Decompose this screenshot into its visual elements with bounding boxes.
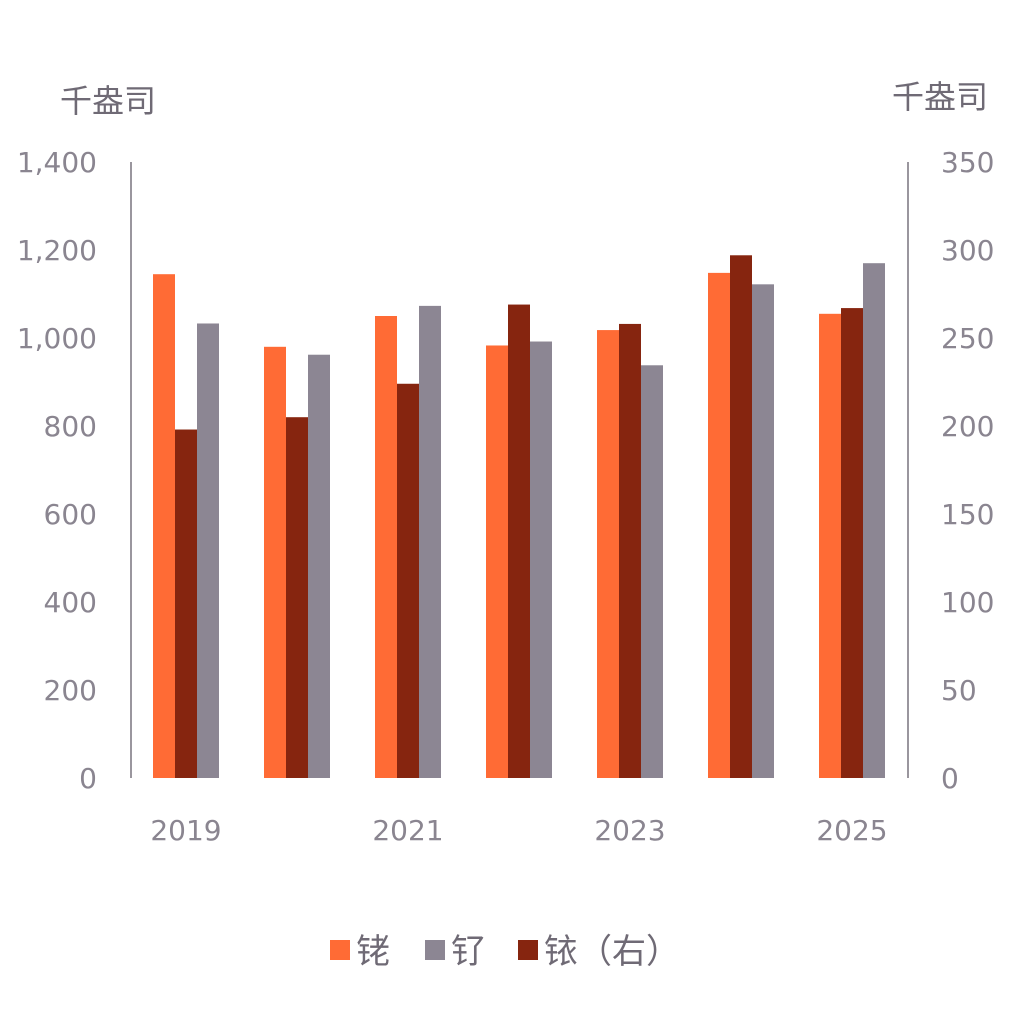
bar-3-2022 xyxy=(530,341,552,778)
x-tick-label: 2025 xyxy=(816,814,887,847)
bar-2-2025 xyxy=(841,308,863,778)
legend-swatch xyxy=(425,940,445,960)
left-tick-label: 200 xyxy=(44,674,97,707)
bar-3-2021 xyxy=(419,305,441,778)
bar-1-2025 xyxy=(819,313,841,778)
legend-label: 钌 xyxy=(451,932,485,972)
x-tick-label: 2023 xyxy=(594,814,665,847)
right-tick-label: 300 xyxy=(941,234,994,267)
bar-3-2023 xyxy=(641,365,663,778)
right-tick-labels: 0 50 100 150 200 250 300 350 xyxy=(941,146,994,795)
legend: 铑 钌 铱（右） xyxy=(330,932,680,972)
left-tick-label: 1,200 xyxy=(17,234,97,267)
bar-1-2021 xyxy=(375,316,397,778)
bar-3-2024 xyxy=(752,284,774,778)
bar-2-2021 xyxy=(397,383,419,778)
bar-1-2024 xyxy=(708,272,730,778)
left-axis-unit: 千盎司 xyxy=(60,82,156,120)
bars xyxy=(153,255,885,778)
bar-1-2022 xyxy=(486,345,508,778)
left-tick-label: 800 xyxy=(44,410,97,443)
left-tick-label: 1,000 xyxy=(17,322,97,355)
legend-label: 铱（右） xyxy=(544,932,680,972)
bar-1-2019 xyxy=(153,274,175,778)
right-tick-label: 150 xyxy=(941,498,994,531)
left-tick-label: 0 xyxy=(79,762,97,795)
right-tick-label: 0 xyxy=(941,762,959,795)
bar-2-2020 xyxy=(286,417,308,778)
left-tick-label: 400 xyxy=(44,586,97,619)
left-tick-label: 1,400 xyxy=(17,146,97,179)
bar-2-2023 xyxy=(619,323,641,778)
bar-2-2022 xyxy=(508,304,530,778)
left-tick-labels: 0 200 400 600 800 1,000 1,200 1,400 xyxy=(17,146,97,795)
bar-2-2019 xyxy=(175,429,197,778)
x-tick-labels: 2019 2021 2023 2025 xyxy=(150,814,887,847)
bar-1-2020 xyxy=(264,346,286,778)
bar-2-2024 xyxy=(730,255,752,778)
bar-3-2025 xyxy=(863,263,885,778)
legend-swatch xyxy=(518,940,538,960)
legend-label: 铑 xyxy=(356,932,390,972)
right-tick-label: 350 xyxy=(941,146,994,179)
right-tick-label: 200 xyxy=(941,410,994,443)
left-tick-label: 600 xyxy=(44,498,97,531)
right-tick-label: 50 xyxy=(941,674,977,707)
x-tick-label: 2021 xyxy=(372,814,443,847)
legend-swatch xyxy=(330,940,350,960)
x-tick-label: 2019 xyxy=(150,814,221,847)
right-tick-label: 100 xyxy=(941,586,994,619)
right-axis-unit: 千盎司 xyxy=(892,78,988,116)
right-tick-label: 250 xyxy=(941,322,994,355)
bar-3-2020 xyxy=(308,354,330,778)
bar-1-2023 xyxy=(597,330,619,778)
bar-3-2019 xyxy=(197,323,219,778)
